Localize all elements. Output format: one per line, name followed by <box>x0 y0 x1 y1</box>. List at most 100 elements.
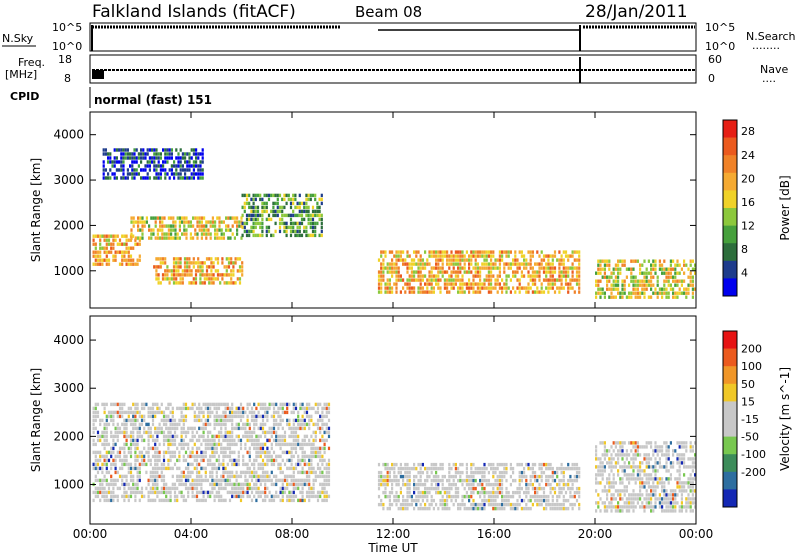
echo-cell <box>650 505 653 509</box>
echo-cell <box>678 473 681 477</box>
echo-cell <box>191 478 194 483</box>
echo-cell <box>213 422 216 427</box>
echo-cell <box>148 236 151 240</box>
echo-cell <box>575 250 579 254</box>
echo-cell <box>676 461 679 465</box>
echo-cell <box>121 478 124 483</box>
echo-cell <box>689 279 692 283</box>
echo-cell <box>417 478 420 483</box>
echo-cell <box>658 267 661 271</box>
echo-cell <box>216 216 219 220</box>
echo-cell <box>685 295 688 299</box>
echo-cell <box>603 267 606 271</box>
echo-cell <box>209 236 212 240</box>
echo-cell <box>224 482 227 487</box>
echo-cell <box>299 422 302 427</box>
echo-cell <box>667 501 670 505</box>
echo-cell <box>527 462 530 467</box>
echo-cell <box>211 216 214 220</box>
echo-cell <box>149 426 152 431</box>
echo-cell <box>277 442 280 447</box>
echo-cell <box>311 193 315 198</box>
echo-cell <box>525 486 528 491</box>
echo-cell <box>417 490 420 495</box>
echo-cell <box>127 418 130 423</box>
echo-cell <box>430 286 433 290</box>
echo-cell <box>177 172 180 176</box>
echo-cell <box>540 462 543 467</box>
echo-cell <box>175 172 178 176</box>
echo-cell <box>573 474 576 479</box>
echo-cell <box>481 282 484 286</box>
echo-cell <box>281 434 284 439</box>
echo-cell <box>630 457 633 461</box>
echo-cell <box>437 466 440 471</box>
echo-cell <box>619 497 622 501</box>
echo-cell <box>220 442 223 447</box>
echo-cell <box>176 478 179 483</box>
echo-cell <box>224 498 227 503</box>
echo-cell <box>279 454 282 459</box>
echo-cell <box>256 217 260 222</box>
echo-cell <box>243 193 246 198</box>
echo-cell <box>428 502 431 507</box>
echo-cell <box>159 156 162 160</box>
echo-cell <box>259 414 262 419</box>
echo-cell <box>105 414 108 419</box>
echo-cell <box>192 172 195 176</box>
echo-cell <box>237 438 240 443</box>
echo-cell <box>419 258 422 262</box>
echo-cell <box>101 442 104 447</box>
echo-cell <box>630 465 633 469</box>
echo-cell <box>641 263 644 267</box>
echo-cell <box>301 406 304 411</box>
echo-cell <box>233 426 236 431</box>
echo-cell <box>492 470 495 475</box>
echo-cell <box>617 505 620 509</box>
echo-cell <box>200 454 203 459</box>
echo-cell <box>187 466 190 471</box>
echo-cell <box>641 283 644 287</box>
echo-cell <box>224 402 227 407</box>
echo-cell <box>567 282 570 286</box>
echo-cell <box>296 225 299 230</box>
echo-cell <box>127 250 130 254</box>
echo-cell <box>161 277 165 281</box>
echo-cell <box>297 442 300 447</box>
echo-cell <box>153 164 156 168</box>
echo-cell <box>525 506 528 511</box>
echo-cell <box>201 261 204 265</box>
echo-cell <box>296 213 299 218</box>
echo-cell <box>567 286 570 290</box>
echo-cell <box>630 473 633 477</box>
echo-cell <box>129 254 133 258</box>
echo-cell <box>299 442 302 447</box>
echo-cell <box>187 406 190 411</box>
echo-cell <box>430 486 433 491</box>
echo-cell <box>634 287 637 291</box>
echo-cell <box>674 295 677 299</box>
echo-cell <box>298 201 301 206</box>
echo-cell <box>536 494 539 499</box>
echo-cell <box>169 426 172 431</box>
echo-cell <box>538 486 541 491</box>
echo-cell <box>110 242 113 246</box>
echo-cell <box>200 410 203 415</box>
echo-cell <box>227 216 230 220</box>
echo-cell <box>151 414 155 419</box>
echo-cell <box>292 209 295 214</box>
echo-cell <box>222 462 225 467</box>
echo-cell <box>319 430 322 435</box>
echo-cell <box>483 282 486 286</box>
echo-cell <box>112 238 115 242</box>
echo-cell <box>147 414 150 419</box>
echo-cell <box>437 474 440 479</box>
echo-cell <box>485 254 488 258</box>
echo-cell <box>227 257 231 261</box>
echo-cell <box>217 486 221 491</box>
echo-cell <box>294 478 298 483</box>
echo-cell <box>540 290 543 294</box>
echo-cell <box>490 282 493 286</box>
echo-cell <box>610 469 613 473</box>
echo-cell <box>149 478 152 483</box>
